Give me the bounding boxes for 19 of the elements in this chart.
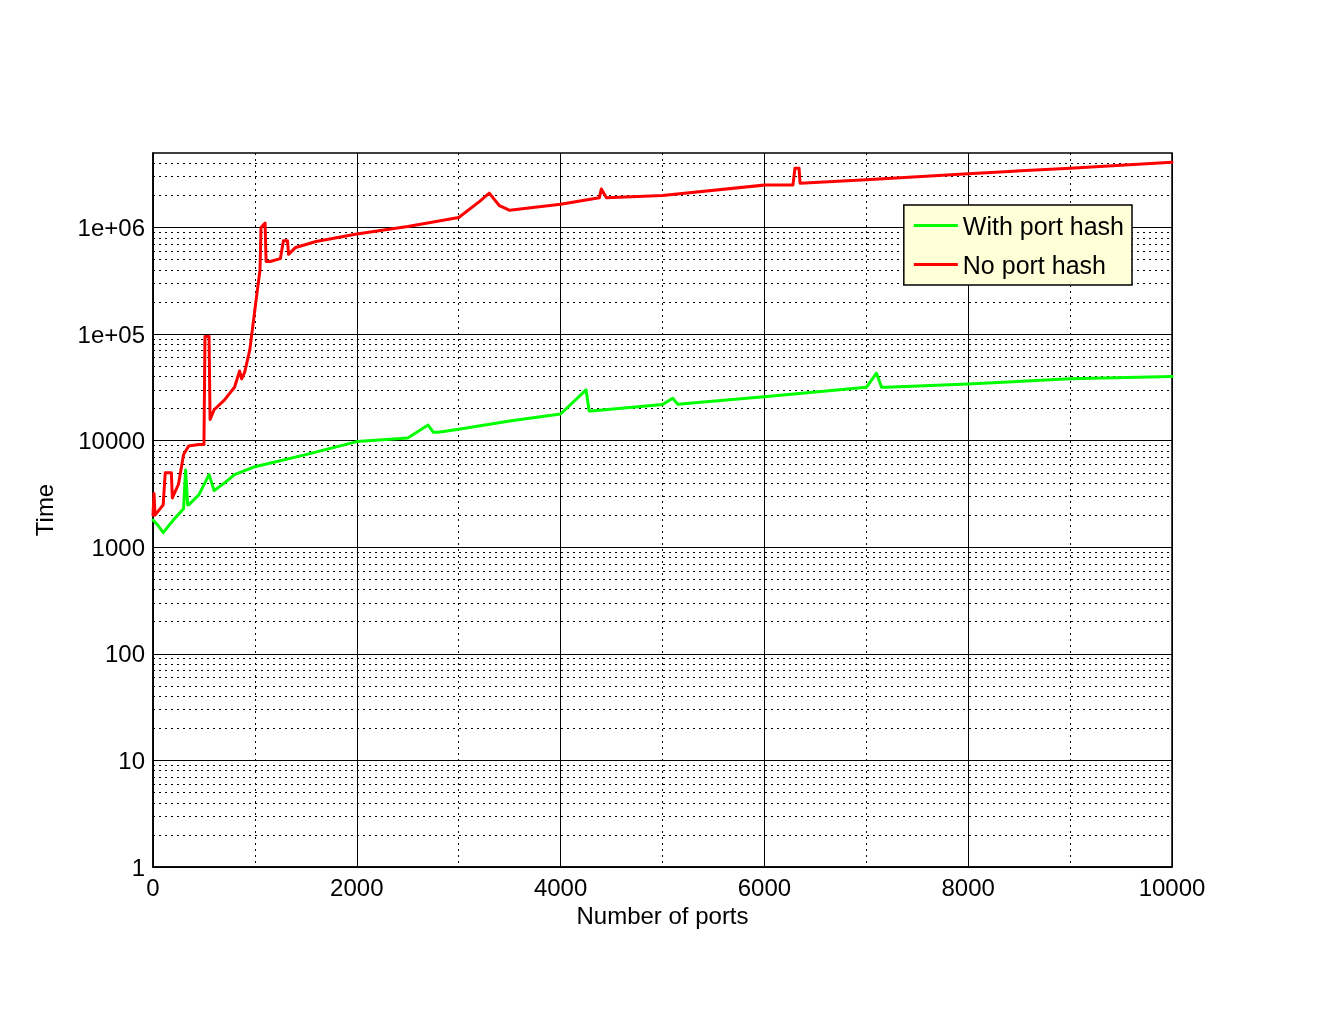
x-axis-title: Number of ports — [576, 902, 749, 930]
y-tick-label: 1e+05 — [77, 320, 145, 348]
y-tick-label: 10000 — [78, 427, 145, 455]
x-tick-label: 2000 — [330, 873, 384, 901]
line-series — [151, 160, 1174, 517]
y-tick-label: 1000 — [91, 533, 145, 561]
y-tick-label: 1e+06 — [77, 214, 145, 241]
x-tick-label: 6000 — [737, 873, 792, 901]
x-tick-label: 10000 — [1138, 873, 1206, 901]
line-series — [151, 371, 1174, 535]
y-tick-label: 10 — [118, 746, 145, 774]
y-axis-title: Time — [30, 483, 58, 537]
x-tick-label: 4000 — [533, 873, 588, 901]
y-tick-label: 100 — [104, 640, 145, 668]
legend-label: No port hash — [962, 250, 1106, 279]
x-tick-label: 8000 — [941, 873, 995, 901]
y-tick-label: 1 — [131, 853, 145, 881]
legend-label: With port hash — [962, 211, 1125, 240]
x-tick-label: 0 — [146, 873, 160, 901]
